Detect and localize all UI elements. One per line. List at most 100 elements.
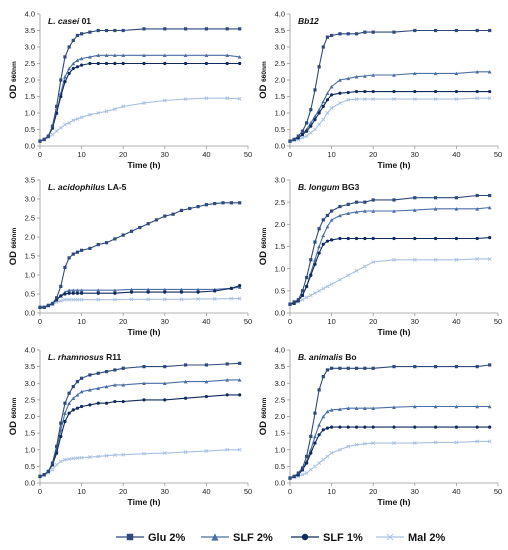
data-point: [67, 288, 72, 292]
data-point: [196, 290, 200, 294]
data-point: [88, 55, 92, 59]
data-point-stroke-b: [237, 447, 242, 452]
y-tick-label: 0.5: [275, 286, 285, 295]
data-point: [129, 290, 134, 294]
series-mal-2-: [288, 256, 492, 307]
legend-label: Glu 2%: [148, 532, 186, 544]
data-point: [321, 104, 325, 108]
data-point: [59, 94, 63, 99]
data-point: [313, 88, 317, 92]
x-tick-label: 40: [452, 487, 460, 496]
data-point: [325, 284, 330, 289]
data-point-stroke-b: [454, 257, 459, 262]
data-point: [42, 305, 46, 309]
data-point: [371, 198, 375, 202]
data-point: [346, 90, 350, 95]
panel-title-species: L. rhamnosus: [48, 352, 106, 362]
panel-title: Bb12: [298, 16, 319, 26]
legend-label: SLF 2%: [233, 532, 273, 544]
data-point: [392, 89, 396, 94]
y-tick-label: 2.5: [275, 198, 285, 207]
data-point: [317, 65, 321, 69]
data-point: [183, 97, 188, 102]
data-point: [304, 295, 309, 300]
data-point: [63, 419, 67, 424]
data-point: [309, 273, 313, 277]
y-tick-label: 3.5: [25, 176, 35, 185]
y-tick-label: 0.0: [275, 309, 285, 318]
data-point: [75, 393, 80, 397]
data-point: [121, 452, 126, 457]
data-point: [454, 89, 458, 94]
panel-title: L. acidophilus LA-5: [48, 182, 127, 192]
data-point: [354, 268, 359, 273]
data-point: [121, 383, 126, 387]
data-point: [104, 61, 109, 66]
data-point: [317, 244, 322, 249]
data-point: [371, 209, 376, 213]
data-point: [112, 383, 117, 387]
data-point: [38, 305, 42, 309]
x-tick-label: 30: [411, 317, 419, 326]
data-point: [63, 122, 67, 127]
data-point: [413, 28, 417, 33]
data-point: [412, 441, 417, 446]
data-point: [225, 378, 230, 382]
data-point: [412, 208, 417, 212]
x-tick-label: 50: [244, 487, 252, 496]
data-point-stroke-b: [79, 455, 84, 460]
data-point: [434, 365, 438, 369]
x-tick-label: 20: [369, 317, 377, 326]
data-point: [300, 289, 305, 293]
data-point-stroke-b: [121, 104, 126, 109]
data-point: [179, 287, 184, 292]
data-point-stroke-b: [71, 456, 76, 461]
data-point: [113, 399, 117, 404]
data-point: [142, 27, 146, 31]
data-point-stroke-b: [58, 125, 63, 130]
y-axis-title: OD 660nm: [258, 228, 269, 266]
series-line: [289, 29, 490, 142]
data-point: [104, 401, 109, 405]
data-point: [67, 256, 71, 260]
series-line: [39, 362, 240, 477]
data-point: [434, 28, 438, 33]
data-point: [225, 393, 229, 397]
data-point: [75, 379, 80, 384]
series-mal-2-: [38, 296, 242, 310]
series-glu-2-: [38, 361, 242, 478]
data-point: [38, 139, 42, 143]
data-point-stroke-b: [329, 282, 334, 287]
x-tick-label: 10: [327, 487, 335, 496]
legend-item: SLF 1%: [291, 532, 363, 544]
data-point: [204, 449, 209, 453]
data-point: [225, 61, 229, 66]
x-tick-label: 50: [244, 317, 252, 326]
data-point: [325, 426, 330, 430]
x-tick-label: 40: [202, 150, 210, 159]
data-point: [88, 246, 92, 250]
data-point-stroke-b: [325, 111, 330, 115]
data-point-stroke-b: [308, 130, 313, 135]
data-point: [488, 89, 492, 94]
data-point: [237, 55, 242, 59]
data-point-stroke-b: [162, 451, 167, 455]
data-point: [413, 365, 417, 369]
data-point-stroke-b: [112, 453, 117, 457]
data-point: [50, 461, 55, 465]
data-point: [321, 117, 326, 122]
data-point: [454, 365, 458, 369]
data-point: [346, 32, 350, 36]
series-slf-1-: [288, 425, 492, 480]
data-point: [475, 425, 479, 429]
data-point: [237, 447, 242, 452]
series-line: [289, 258, 490, 305]
series-slf-1-: [288, 89, 492, 143]
x-tick-label: 10: [327, 150, 335, 159]
data-point: [71, 66, 75, 71]
data-point-stroke-b: [317, 461, 322, 465]
data-point: [96, 291, 100, 295]
data-point: [229, 286, 233, 290]
data-point: [75, 291, 80, 295]
